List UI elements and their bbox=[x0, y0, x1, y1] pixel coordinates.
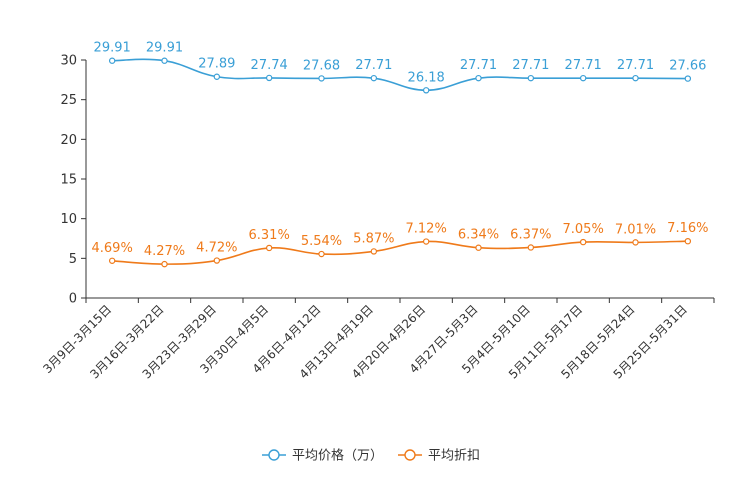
data-point bbox=[684, 237, 692, 245]
data-label: 7.05% bbox=[563, 222, 604, 237]
data-label: 4.69% bbox=[92, 241, 133, 256]
data-point bbox=[161, 260, 168, 268]
data-label: 29.91 bbox=[94, 41, 131, 56]
data-point bbox=[213, 257, 221, 264]
legend-item-avg-discount[interactable]: 平均折扣 bbox=[398, 449, 480, 464]
data-label: 4.72% bbox=[196, 241, 237, 256]
legend-swatch-circle bbox=[268, 449, 280, 461]
data-label: 27.89 bbox=[198, 57, 235, 72]
data-label: 27.68 bbox=[303, 58, 340, 73]
series-line bbox=[112, 240, 688, 265]
data-point bbox=[579, 238, 587, 246]
data-point bbox=[422, 238, 430, 245]
data-point bbox=[213, 73, 221, 80]
data-label: 5.54% bbox=[301, 234, 342, 249]
data-label: 29.91 bbox=[146, 41, 183, 56]
y-tick-label: 5 bbox=[69, 252, 77, 267]
data-point bbox=[265, 74, 273, 82]
data-point bbox=[527, 244, 535, 251]
data-point bbox=[318, 75, 325, 82]
data-label: 27.71 bbox=[355, 58, 392, 73]
y-tick-label: 25 bbox=[60, 93, 77, 108]
data-point bbox=[684, 75, 692, 82]
data-label: 27.71 bbox=[460, 58, 497, 73]
data-point bbox=[475, 74, 482, 82]
data-label: 4.27% bbox=[144, 244, 185, 259]
data-point bbox=[108, 57, 116, 64]
data-point bbox=[632, 74, 639, 82]
legend-label: 平均折扣 bbox=[428, 449, 480, 464]
data-label: 26.18 bbox=[408, 70, 445, 85]
y-tick-label: 0 bbox=[69, 292, 77, 307]
data-label: 7.12% bbox=[406, 222, 447, 237]
series-avg-price: 29.91 29.91 27.89 27.74 27.68 27.71 26.18 27.71… bbox=[94, 41, 706, 94]
legend-item-avg-price[interactable]: 平均价格（万） bbox=[262, 448, 383, 464]
legend[interactable]: 平均价格（万） 平均折扣 bbox=[262, 448, 480, 464]
data-point bbox=[527, 74, 535, 82]
data-point bbox=[422, 87, 430, 94]
data-label: 6.31% bbox=[249, 228, 290, 243]
data-label: 27.66 bbox=[669, 59, 706, 74]
data-point bbox=[632, 239, 639, 246]
data-point bbox=[370, 74, 378, 82]
series-avg-discount: 4.69% 4.27% 4.72% 6.31% 5.54% 5.87% 7.12% 6.34%… bbox=[92, 221, 708, 268]
data-label: 7.16% bbox=[667, 221, 708, 236]
y-tick-label: 30 bbox=[60, 54, 77, 69]
data-label: 7.01% bbox=[615, 222, 656, 237]
series-line bbox=[112, 58, 688, 92]
series-layer: 29.91 29.91 27.89 27.74 27.68 27.71 26.18 27.71… bbox=[92, 41, 708, 268]
data-point bbox=[108, 257, 116, 264]
data-label: 27.71 bbox=[565, 58, 602, 73]
y-tick-label: 20 bbox=[60, 133, 77, 148]
data-point bbox=[475, 244, 482, 251]
data-label: 6.34% bbox=[458, 228, 499, 243]
data-point bbox=[265, 244, 273, 252]
data-point bbox=[579, 74, 587, 82]
data-point bbox=[318, 250, 325, 258]
legend-label: 平均价格（万） bbox=[292, 448, 383, 464]
data-label: 27.71 bbox=[617, 58, 654, 73]
data-point bbox=[161, 57, 168, 64]
legend-swatch-circle bbox=[404, 449, 416, 461]
data-label: 5.87% bbox=[353, 231, 394, 246]
y-tick-label: 15 bbox=[60, 173, 77, 188]
data-label: 6.37% bbox=[510, 227, 551, 242]
y-tick-label: 10 bbox=[60, 212, 77, 227]
axes: 0510152025303月9日-3月15日3月16日-3月22日3月23日-3… bbox=[40, 54, 715, 382]
data-label: 27.74 bbox=[251, 58, 288, 73]
data-point bbox=[370, 248, 378, 255]
data-label: 27.71 bbox=[512, 58, 549, 73]
